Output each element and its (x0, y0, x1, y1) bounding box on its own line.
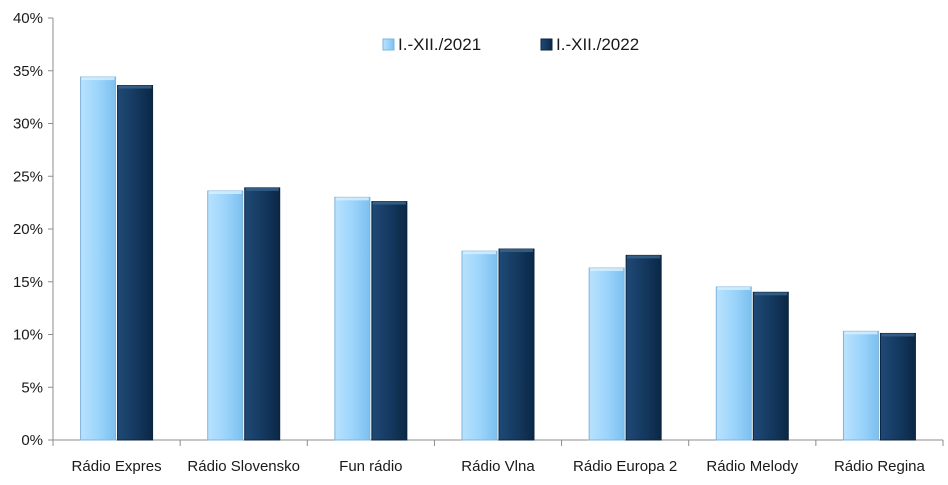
bar-2022 (244, 187, 281, 441)
x-category-label: Rádio Slovensko (187, 458, 300, 475)
bar-top-highlight (245, 187, 279, 191)
y-tick-label: 30% (13, 116, 43, 133)
bar-top-highlight (81, 77, 115, 81)
x-category-label: Rádio Europa 2 (573, 458, 677, 475)
y-tick-label: 25% (13, 168, 43, 185)
x-category-label: Rádio Expres (72, 458, 162, 475)
y-tick-label: 15% (13, 274, 43, 291)
bar-top-highlight (881, 333, 915, 337)
bar-2021 (334, 196, 371, 441)
bars (80, 76, 916, 441)
bar-2022 (625, 254, 662, 441)
y-tick-label: 0% (21, 432, 43, 449)
bar-top-highlight (844, 331, 878, 335)
bar-top-highlight (500, 249, 533, 253)
bar-top-highlight (118, 85, 152, 89)
bar-2022 (879, 332, 916, 441)
axes: 0% 5% 10% 15% 20% 25% 30% 35% 40% Rádio Expres Rád… (13, 10, 944, 475)
legend-swatch (540, 38, 553, 51)
bar-2021 (842, 330, 879, 441)
bar-2021 (207, 190, 244, 441)
bar-top-highlight (335, 197, 369, 201)
legend-label: I.-XII./2021 (398, 35, 481, 54)
bar-top-highlight (717, 287, 751, 291)
bar-2022 (371, 201, 408, 441)
legend-swatch (382, 38, 395, 51)
x-category-label: Rádio Vlna (461, 458, 535, 475)
bar-2022 (117, 85, 154, 441)
x-category-label: Rádio Melody (706, 458, 798, 475)
bar-top-highlight (463, 251, 496, 255)
legend-label: I.-XII./2022 (556, 35, 639, 54)
y-tick-label: 35% (13, 63, 43, 80)
y-tick-label: 5% (21, 379, 43, 396)
y-tick-label: 10% (13, 327, 43, 344)
bar-2021 (715, 286, 752, 441)
bar-2021 (461, 250, 498, 441)
bar-top-highlight (372, 201, 406, 205)
y-tick-label: 20% (13, 221, 43, 238)
x-category-label: Rádio Regina (834, 458, 926, 475)
bar-2021 (80, 76, 117, 441)
bar-top-highlight (208, 191, 242, 195)
bar-top-highlight (590, 268, 624, 272)
bar-2022 (752, 291, 789, 441)
x-category-label: Fun rádio (339, 458, 402, 475)
bar-2022 (498, 248, 535, 441)
legend: I.-XII./2021 I.-XII./2022 (382, 35, 639, 54)
bar-top-highlight (754, 292, 788, 296)
bar-top-highlight (627, 255, 661, 259)
y-tick-label: 40% (13, 10, 43, 27)
bar-2021 (588, 267, 625, 441)
